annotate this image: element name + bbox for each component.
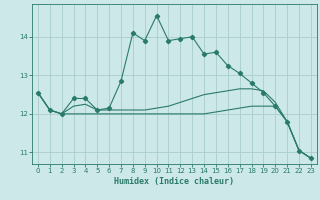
X-axis label: Humidex (Indice chaleur): Humidex (Indice chaleur) [115, 177, 234, 186]
